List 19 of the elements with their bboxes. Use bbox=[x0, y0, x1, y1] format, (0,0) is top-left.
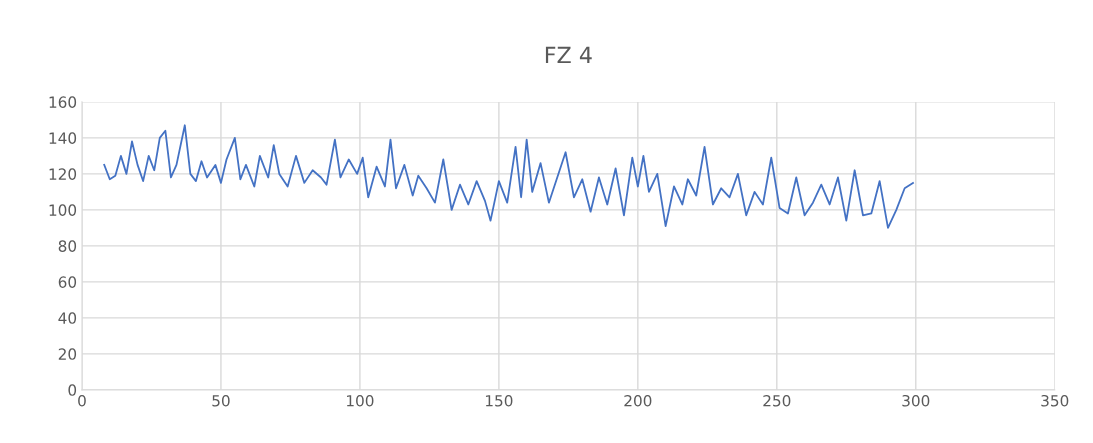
x-tick-label: 0 bbox=[78, 394, 86, 407]
x-tick-label: 350 bbox=[1041, 394, 1069, 407]
x-tick-label: 150 bbox=[485, 394, 513, 407]
y-tick-label: 60 bbox=[58, 276, 77, 288]
x-tick-label: 250 bbox=[763, 394, 791, 407]
line-series bbox=[103, 124, 914, 229]
x-tick-label: 50 bbox=[212, 394, 230, 407]
y-tick-label: 20 bbox=[58, 348, 77, 360]
y-tick-label: 40 bbox=[58, 312, 77, 324]
y-tick-label: 100 bbox=[49, 204, 77, 216]
x-tick-label: 100 bbox=[347, 394, 374, 407]
y-tick-label: 0 bbox=[68, 384, 77, 396]
y-tick-label: 120 bbox=[49, 168, 77, 180]
chart-title: FZ 4 bbox=[545, 46, 592, 63]
x-tick-label: 200 bbox=[624, 394, 652, 407]
y-tick-label: 160 bbox=[49, 96, 77, 108]
y-tick-label: 80 bbox=[58, 240, 77, 252]
x-tick-label: 300 bbox=[902, 394, 930, 407]
y-tick-label: 140 bbox=[49, 132, 77, 144]
